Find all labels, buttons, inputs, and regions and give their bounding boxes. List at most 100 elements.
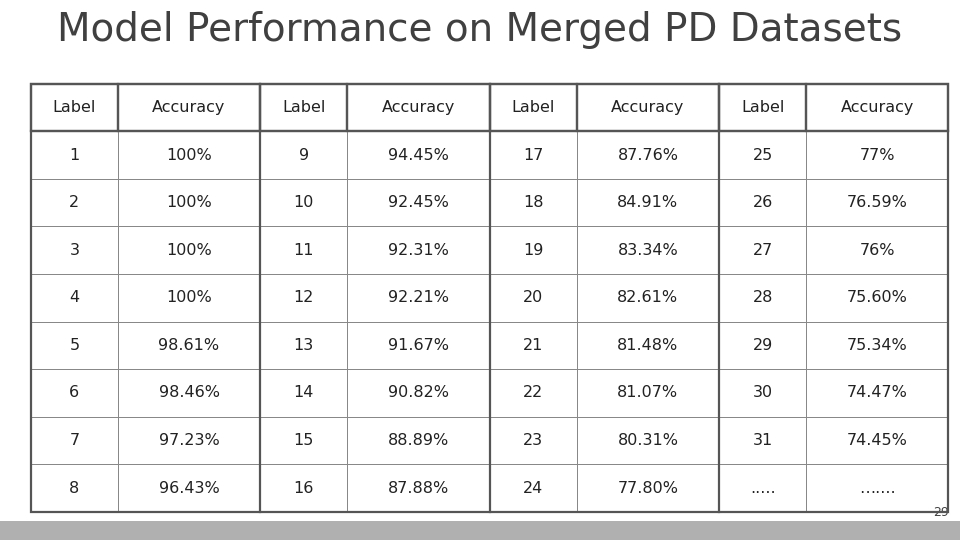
Bar — [806, 464, 948, 512]
Bar — [490, 84, 577, 131]
Bar — [260, 464, 348, 512]
Text: 2: 2 — [69, 195, 80, 210]
Text: Accuracy: Accuracy — [612, 100, 684, 115]
Bar — [31, 179, 118, 226]
Text: 100%: 100% — [166, 291, 212, 305]
Text: 27: 27 — [753, 243, 773, 258]
Text: 31: 31 — [753, 433, 773, 448]
Text: 98.46%: 98.46% — [158, 386, 220, 401]
Bar — [348, 179, 490, 226]
Bar — [719, 226, 806, 274]
Bar — [31, 84, 948, 512]
Bar — [806, 226, 948, 274]
Bar — [806, 131, 948, 179]
Text: 80.31%: 80.31% — [617, 433, 679, 448]
Bar — [490, 417, 577, 464]
Bar — [260, 417, 348, 464]
Text: 14: 14 — [294, 386, 314, 401]
Text: 100%: 100% — [166, 243, 212, 258]
Bar — [719, 417, 806, 464]
Bar — [260, 369, 348, 417]
Bar — [348, 369, 490, 417]
Text: 30: 30 — [753, 386, 773, 401]
Bar — [806, 274, 948, 322]
Text: 87.88%: 87.88% — [388, 481, 449, 496]
Text: 29: 29 — [933, 507, 948, 519]
Bar — [490, 322, 577, 369]
Bar — [118, 274, 260, 322]
Text: Model Performance on Merged PD Datasets: Model Performance on Merged PD Datasets — [58, 11, 902, 49]
Bar — [118, 179, 260, 226]
Text: Label: Label — [53, 100, 96, 115]
Bar — [719, 84, 806, 131]
Text: 75.34%: 75.34% — [847, 338, 908, 353]
Bar — [719, 179, 806, 226]
Bar — [490, 274, 577, 322]
Bar — [577, 179, 719, 226]
Bar — [348, 84, 490, 131]
Bar — [31, 464, 118, 512]
Text: 77.80%: 77.80% — [617, 481, 679, 496]
Bar — [348, 131, 490, 179]
Text: 24: 24 — [523, 481, 543, 496]
Bar — [260, 131, 348, 179]
Text: 19: 19 — [523, 243, 543, 258]
Text: 26: 26 — [753, 195, 773, 210]
Bar — [31, 369, 118, 417]
Text: 9: 9 — [299, 147, 309, 163]
Bar — [490, 131, 577, 179]
Text: 13: 13 — [294, 338, 314, 353]
Bar — [118, 322, 260, 369]
Text: 87.76%: 87.76% — [617, 147, 679, 163]
Text: Label: Label — [741, 100, 784, 115]
Bar — [348, 464, 490, 512]
Text: 7: 7 — [69, 433, 80, 448]
Text: 81.07%: 81.07% — [617, 386, 679, 401]
Bar — [719, 131, 806, 179]
Text: Label: Label — [512, 100, 555, 115]
Text: 92.45%: 92.45% — [388, 195, 449, 210]
Bar — [118, 464, 260, 512]
Text: 17: 17 — [523, 147, 543, 163]
Bar — [118, 369, 260, 417]
Text: 18: 18 — [523, 195, 543, 210]
Text: 25: 25 — [753, 147, 773, 163]
Bar — [348, 274, 490, 322]
Text: 77%: 77% — [859, 147, 895, 163]
Bar — [577, 131, 719, 179]
Bar — [577, 226, 719, 274]
Bar — [490, 464, 577, 512]
Text: 96.43%: 96.43% — [158, 481, 220, 496]
Bar — [31, 417, 118, 464]
Text: 91.67%: 91.67% — [388, 338, 449, 353]
Bar — [577, 84, 719, 131]
Text: 97.23%: 97.23% — [158, 433, 220, 448]
Bar — [577, 322, 719, 369]
Text: 20: 20 — [523, 291, 543, 305]
Text: 16: 16 — [294, 481, 314, 496]
Bar — [260, 226, 348, 274]
Bar — [719, 322, 806, 369]
Bar — [348, 417, 490, 464]
Bar — [31, 274, 118, 322]
Text: 6: 6 — [69, 386, 80, 401]
Text: 28: 28 — [753, 291, 773, 305]
Bar — [31, 322, 118, 369]
Bar — [260, 84, 348, 131]
Text: 100%: 100% — [166, 147, 212, 163]
Bar — [260, 322, 348, 369]
Bar — [118, 131, 260, 179]
Text: 1: 1 — [69, 147, 80, 163]
Text: .....: ..... — [750, 481, 776, 496]
Bar — [577, 464, 719, 512]
Text: 4: 4 — [69, 291, 80, 305]
Bar — [260, 274, 348, 322]
Bar — [31, 131, 118, 179]
Text: 81.48%: 81.48% — [617, 338, 679, 353]
Text: 76%: 76% — [859, 243, 895, 258]
Text: …....: ….... — [859, 481, 896, 496]
Text: 5: 5 — [69, 338, 80, 353]
Bar — [806, 322, 948, 369]
Text: 88.89%: 88.89% — [388, 433, 449, 448]
Bar — [577, 369, 719, 417]
